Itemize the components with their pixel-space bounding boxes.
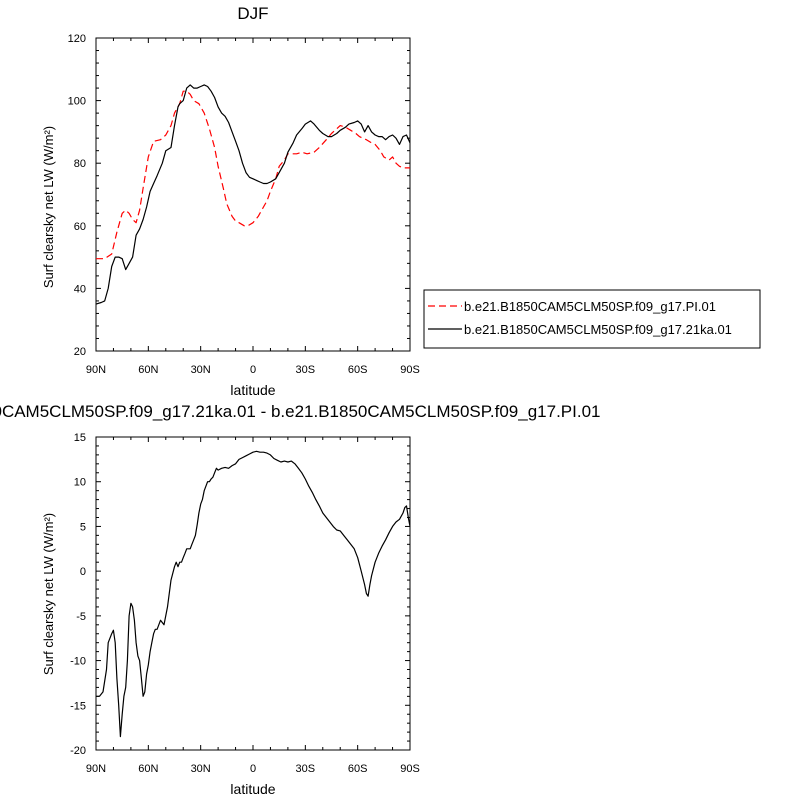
plot-frame <box>95 436 411 751</box>
difference-line <box>96 450 411 738</box>
x-tick-label: 30S <box>296 364 316 376</box>
y-tick-label: -5 <box>76 611 86 623</box>
legend-entry: b.e21.B1850CAM5CLM50SP.f09_g17.21ka.01 <box>464 322 732 337</box>
y-tick-label: 120 <box>68 33 86 45</box>
x-tick-label: 0 <box>250 364 256 376</box>
y-tick-label: 15 <box>74 432 86 444</box>
legend-box <box>423 289 761 349</box>
tick-marks <box>95 37 411 352</box>
y-tick-label: -15 <box>70 700 86 712</box>
x-tick-label: 90N <box>86 364 106 376</box>
x-tick-label: 30N <box>191 763 211 775</box>
x-tick-label: 60S <box>348 364 368 376</box>
x-tick-label: 90N <box>86 763 106 775</box>
x-tick-label: 0 <box>250 763 256 775</box>
bottom-y-axis-label: Surf clearsky net LW (W/m²) <box>41 513 56 675</box>
x-tick-label: 60S <box>348 763 368 775</box>
x-tick-label: 90S <box>400 364 420 376</box>
x-tick-label: 60N <box>138 364 158 376</box>
tick-marks <box>95 436 411 751</box>
x-tick-label: 30N <box>191 364 211 376</box>
series-line-1 <box>95 84 411 305</box>
y-tick-label: -10 <box>70 656 86 668</box>
top-chart-title: DJF <box>237 4 268 23</box>
y-tick-label: 10 <box>74 477 86 489</box>
y-tick-label: 5 <box>80 521 86 533</box>
y-tick-label: 20 <box>74 346 86 358</box>
top-y-axis-label: Surf clearsky net LW (W/m²) <box>41 126 56 288</box>
bottom-x-axis-label: latitude <box>230 781 275 797</box>
legend-entry: b.e21.B1850CAM5CLM50SP.f09_g17.PI.01 <box>464 299 716 314</box>
y-tick-label: 60 <box>74 221 86 233</box>
y-tick-label: 80 <box>74 158 86 170</box>
top-panel: DJF latitude Surf clearsky net LW (W/m²)… <box>41 4 761 398</box>
legend: b.e21.B1850CAM5CLM50SP.f09_g17.PI.01 b.e2… <box>423 289 761 349</box>
y-tick-label: -20 <box>70 745 86 757</box>
x-tick-label: 90S <box>400 763 420 775</box>
y-tick-label: 40 <box>74 283 86 295</box>
series-line-0 <box>96 90 410 260</box>
bottom-chart-title: b.e21.B1850CAM5CLM50SP.f09_g17.21ka.01 -… <box>0 402 600 421</box>
x-tick-label: 30S <box>296 763 316 775</box>
y-tick-label: 100 <box>68 96 86 108</box>
top-x-axis-label: latitude <box>230 382 275 398</box>
y-tick-label: 0 <box>80 566 86 578</box>
x-tick-label: 60N <box>138 763 158 775</box>
bottom-panel: b.e21.B1850CAM5CLM50SP.f09_g17.21ka.01 -… <box>0 402 600 797</box>
plot-frame <box>95 37 411 352</box>
